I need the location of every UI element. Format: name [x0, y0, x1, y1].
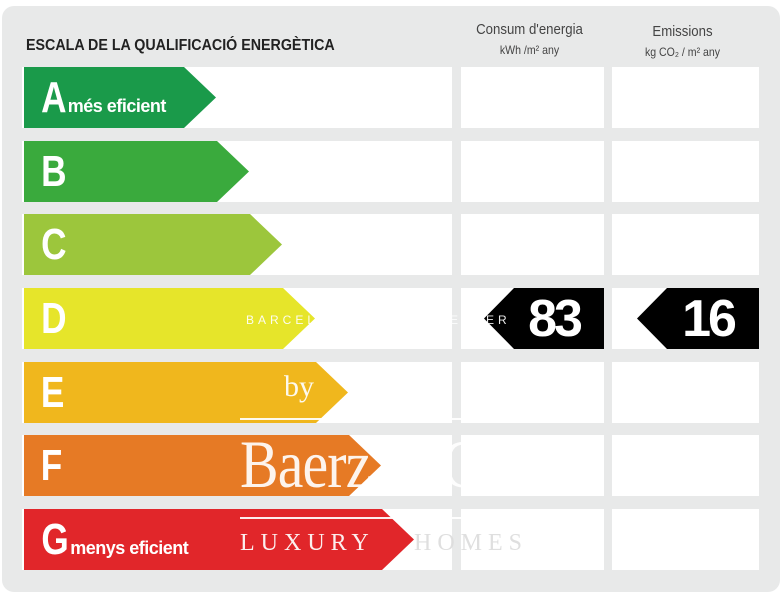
class-arrow-e: E — [24, 362, 348, 423]
energy-header-unit: kWh /m² any — [499, 43, 560, 57]
energy-cell — [461, 509, 604, 570]
emissions-cell — [612, 435, 759, 496]
emissions-cell — [612, 362, 759, 423]
emissions-cell — [612, 214, 759, 275]
watermark-text-2: EXPER — [450, 313, 511, 327]
class-arrow-c: C — [24, 214, 282, 275]
watermark-rule — [240, 418, 543, 420]
emissions-rating-indicator: 16 — [637, 288, 759, 349]
class-letter: B — [41, 146, 67, 196]
watermark-by: by — [284, 370, 314, 403]
emissions-header-unit: kg CO₂ / m² any — [644, 45, 721, 59]
class-arrow-a: A més eficient — [24, 67, 216, 128]
class-letter: D — [41, 293, 67, 343]
energy-cell — [461, 214, 604, 275]
energy-cell — [461, 362, 604, 423]
class-letter: A — [41, 72, 67, 122]
watermark-brand: Baerz & Co — [240, 426, 508, 502]
emissions-cell — [612, 141, 759, 202]
watermark-tag-2: HOMES — [414, 530, 529, 556]
energy-column-header: Consum d'energia kWh /m² any — [461, 20, 597, 60]
energy-header-label: Consum d'energia — [476, 21, 583, 38]
watermark-tag-1: LUXURY — [240, 530, 375, 556]
class-arrow-f: F — [24, 435, 381, 496]
energy-cell — [461, 435, 604, 496]
emissions-column-header: Emissions kg CO₂ / m² any — [614, 22, 750, 62]
energy-cell — [461, 141, 604, 202]
class-letter: C — [41, 219, 67, 269]
class-arrow-g: G menys eficient — [24, 509, 414, 570]
class-note: més eficient — [67, 96, 166, 116]
class-letter: F — [40, 440, 63, 490]
class-arrow-b: B — [24, 141, 249, 202]
emissions-cell — [612, 509, 759, 570]
emissions-header-label: Emissions — [652, 23, 713, 40]
class-note: menys eficient — [70, 538, 189, 558]
label-title: ESCALA DE LA QUALIFICACIÓ ENERGÈTICA — [26, 37, 335, 54]
emissions-cell — [612, 67, 759, 128]
class-letter: G — [41, 514, 69, 564]
class-arrow-d: D — [24, 288, 315, 349]
watermark-rule — [240, 517, 543, 519]
class-letter: E — [40, 367, 65, 417]
watermark-text-1: BARCEL — [246, 313, 319, 327]
energy-cell — [461, 67, 604, 128]
